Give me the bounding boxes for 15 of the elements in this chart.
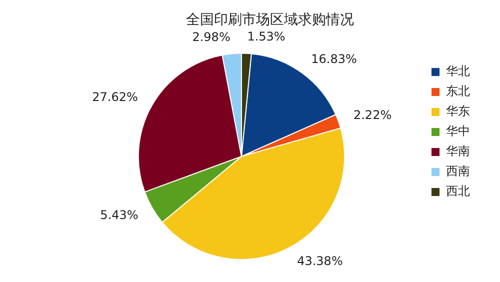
- data-label: 1.53%: [247, 30, 286, 44]
- data-label: 2.98%: [192, 30, 230, 44]
- data-label: 27.62%: [92, 90, 138, 104]
- data-label: 5.43%: [100, 208, 138, 222]
- legend-label: 华北: [446, 64, 470, 78]
- legend-label: 东北: [446, 84, 470, 98]
- legend-label: 华南: [446, 144, 470, 158]
- legend-label: 西南: [446, 164, 470, 178]
- legend-label: 华中: [446, 124, 470, 138]
- legend-label: 华东: [446, 104, 470, 118]
- data-label: 2.22%: [353, 108, 392, 122]
- chart-title: 全国印刷市场区域求购情况: [186, 12, 354, 28]
- legend-label: 西北: [446, 184, 470, 198]
- data-label: 43.38%: [297, 254, 343, 268]
- data-label: 16.83%: [311, 52, 357, 66]
